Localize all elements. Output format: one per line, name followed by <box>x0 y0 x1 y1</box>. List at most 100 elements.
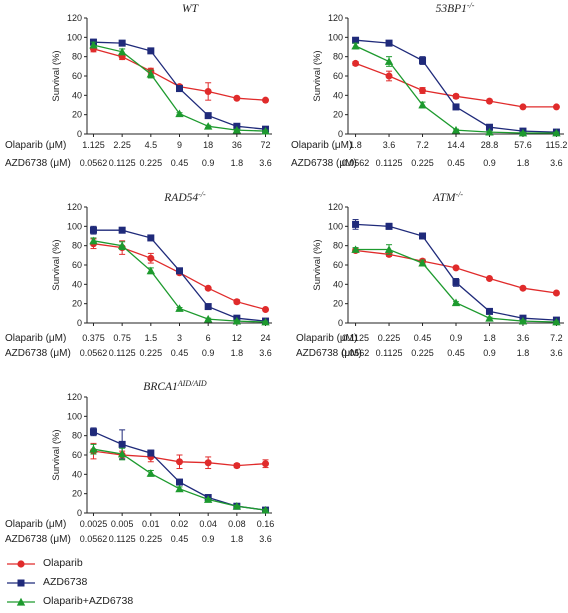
y-tick-label: 40 <box>72 90 82 100</box>
azd6738-dose-row-label: AZD6738 (μM) <box>291 158 357 169</box>
data-point <box>175 109 184 118</box>
y-tick-label: 80 <box>72 431 82 441</box>
data-point <box>147 254 155 262</box>
data-point <box>518 316 528 325</box>
azd6738-dose-label: 0.0562 <box>342 348 370 358</box>
series-olaparib-azd6738 <box>351 41 561 137</box>
data-point <box>262 96 270 104</box>
data-point <box>385 39 393 47</box>
azd6738-dose-label: 0.45 <box>171 348 189 358</box>
azd6738-dose-label: 0.1125 <box>376 158 403 168</box>
data-point <box>203 495 213 503</box>
data-point <box>552 128 561 137</box>
y-tick-label: 80 <box>72 241 82 251</box>
data-point <box>232 502 242 510</box>
data-point <box>176 458 183 466</box>
panel-title-main: ATM <box>432 192 457 204</box>
y-tick-label: 60 <box>72 71 82 81</box>
data-point <box>485 127 494 136</box>
y-tick-label: 0 <box>338 318 343 328</box>
olaparib-dose-label: 0.0025 <box>80 519 108 529</box>
panel-title: 53BP1-/- <box>436 1 475 16</box>
olaparib-dose-label: 24 <box>261 333 271 343</box>
olaparib-dose-label: 3.6 <box>383 140 396 150</box>
y-tick-label: 20 <box>72 299 82 309</box>
data-point <box>232 125 242 134</box>
data-point <box>419 232 427 240</box>
data-point <box>176 85 183 93</box>
series-azd6738 <box>352 36 560 136</box>
series-azd6738 <box>89 38 270 133</box>
azd6738-dose-label: 0.45 <box>171 534 189 544</box>
olaparib-dose-label: 2.25 <box>113 140 131 150</box>
y-axis-label: Survival (%) <box>312 239 323 290</box>
data-point <box>452 103 460 111</box>
data-point <box>519 103 527 111</box>
panel-title-main: WT <box>182 3 200 15</box>
y-tick-label: 120 <box>328 202 343 212</box>
y-tick-label: 120 <box>67 13 82 23</box>
data-point <box>89 226 97 234</box>
data-point <box>351 41 360 50</box>
y-tick-label: 80 <box>333 52 343 62</box>
data-point <box>261 126 270 135</box>
olaparib-dose-label: 0.45 <box>414 333 432 343</box>
series-olaparib-azd6738 <box>351 244 561 326</box>
y-tick-label: 40 <box>333 90 343 100</box>
data-point <box>485 313 494 322</box>
data-point <box>176 478 183 486</box>
olaparib-dose-label: 6 <box>206 333 211 343</box>
olaparib-dose-label: 0.375 <box>82 333 105 343</box>
y-tick-label: 40 <box>333 279 343 289</box>
data-point <box>485 97 493 105</box>
series-olaparib-azd6738 <box>89 40 270 135</box>
series-azd6738 <box>89 427 270 514</box>
data-point <box>233 298 241 306</box>
data-point <box>452 92 460 100</box>
azd6738-dose-label: 0.45 <box>447 158 465 168</box>
y-axis-label: Survival (%) <box>51 50 62 101</box>
azd6738-dose-label: 0.9 <box>202 158 215 168</box>
panel-53bp1: 53BP1-/- 0 20 40 60 80 100 120 Survival (%) Olapa… <box>291 1 567 170</box>
data-point <box>204 459 212 467</box>
data-point <box>175 304 184 312</box>
olaparib-dose-label: 36 <box>232 140 242 150</box>
panel-title: BRCA1AID/AID <box>143 379 207 394</box>
y-tick-label: 0 <box>338 129 343 139</box>
panel-title-main: BRCA1 <box>143 381 178 393</box>
azd6738-dose-label: 0.225 <box>411 158 434 168</box>
olaparib-dose-row-label: Olaparib (μM) <box>5 333 66 344</box>
series-line <box>355 45 557 134</box>
y-tick-label: 100 <box>328 221 343 231</box>
y-tick-label: 40 <box>72 279 82 289</box>
data-point <box>451 298 461 307</box>
y-axis-label: Survival (%) <box>51 429 62 480</box>
y-tick-label: 120 <box>328 13 343 23</box>
data-point <box>233 94 241 102</box>
data-point <box>261 505 270 514</box>
y-tick-label: 40 <box>72 469 82 479</box>
azd6738-dose-label: 0.1125 <box>376 348 403 358</box>
series-olaparib <box>352 59 560 111</box>
data-point <box>261 317 270 326</box>
y-tick-label: 60 <box>72 450 82 460</box>
y-tick-label: 100 <box>67 221 82 231</box>
data-point <box>518 128 528 137</box>
azd6738-dose-label: 3.6 <box>259 534 272 544</box>
data-point <box>351 245 360 253</box>
olaparib-dose-label: 0.225 <box>378 333 401 343</box>
azd6738-dose-label: 0.9 <box>202 534 215 544</box>
series-line <box>355 39 557 133</box>
olaparib-dose-row-label: Olaparib (μM) <box>291 140 352 151</box>
y-tick-label: 60 <box>333 71 343 81</box>
data-point <box>352 59 360 67</box>
data-point <box>262 460 270 468</box>
azd6738-dose-label: 1.8 <box>231 348 244 358</box>
data-point <box>118 226 126 234</box>
series-azd6738 <box>352 219 560 324</box>
data-point <box>118 39 126 47</box>
azd6738-dose-label: 0.0562 <box>342 158 370 168</box>
olaparib-dose-label: 3.6 <box>517 333 530 343</box>
azd6738-dose-label: 0.1125 <box>109 158 136 168</box>
